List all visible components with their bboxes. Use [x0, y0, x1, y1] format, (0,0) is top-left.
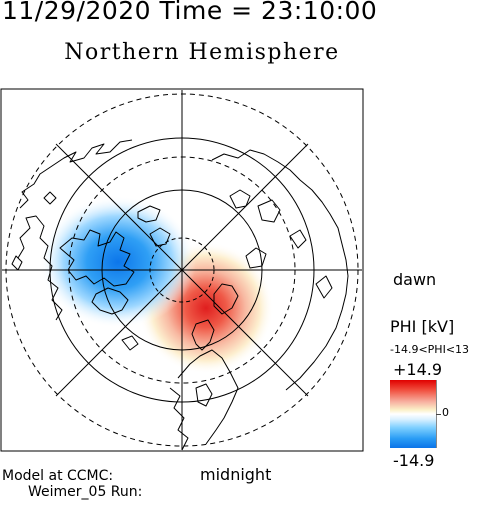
colorbar-range: -14.9<PHI<13 [390, 343, 470, 356]
coastlines [11, 139, 349, 451]
credit-line-run: Weimer_05 Run: [28, 484, 143, 500]
model-credit: Model at CCMC: Weimer_05 Run: [2, 468, 142, 500]
credit-line-model: Model at CCMC: [2, 468, 114, 484]
colorbar-zero-tick [436, 414, 441, 415]
colorbar-zero-label: 0 [442, 406, 449, 419]
negative-potential-cell [40, 196, 196, 328]
timestamp-title: 11/29/2020 Time = 23:10:00 [2, 0, 378, 25]
colorbar-title: PHI [kV] [390, 317, 455, 336]
colorbar [390, 380, 437, 448]
midnight-label: midnight [200, 465, 272, 484]
longitude-lines [2, 90, 362, 450]
potential-cells [40, 196, 274, 374]
dawn-label: dawn [393, 270, 437, 289]
colorbar-max-label: +14.9 [393, 360, 443, 379]
polar-potential-map [0, 88, 364, 452]
hemisphere-title: Northern Hemisphere [64, 40, 340, 65]
colorbar-min-label: -14.9 [393, 451, 435, 470]
